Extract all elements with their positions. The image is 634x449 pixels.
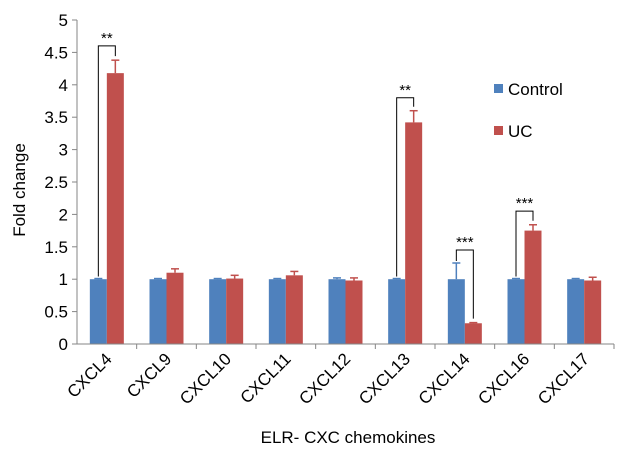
significance-group: ********** xyxy=(97,30,534,319)
bar-uc-cxcl9 xyxy=(166,272,184,344)
x-axis-title: ELR- CXC chemokines xyxy=(261,428,436,447)
legend-label-uc: UC xyxy=(508,122,533,141)
y-tick-label: 3.5 xyxy=(44,108,68,127)
y-tick-label: 2 xyxy=(59,205,68,224)
x-tick-label-cxcl16: CXCL16 xyxy=(474,349,533,408)
x-tick-label-cxcl4: CXCL4 xyxy=(63,349,115,401)
significance-bracket-cxcl13 xyxy=(396,97,415,277)
bars-group xyxy=(89,73,602,345)
bar-control-cxcl11 xyxy=(268,279,286,344)
legend-swatch-control xyxy=(494,84,503,93)
y-tick-label: 2.5 xyxy=(44,173,68,192)
bar-uc-cxcl12 xyxy=(345,280,363,344)
x-tick-label-cxcl10: CXCL10 xyxy=(176,349,235,408)
bar-control-cxcl10 xyxy=(209,279,227,344)
bar-control-cxcl16 xyxy=(507,279,525,344)
y-tick-label: 4.5 xyxy=(44,43,68,62)
x-tick-label-cxcl11: CXCL11 xyxy=(237,349,295,407)
significance-bracket-cxcl16 xyxy=(515,210,534,277)
legend: Control UC xyxy=(494,80,563,141)
bar-uc-cxcl4 xyxy=(106,73,124,345)
bar-uc-cxcl16 xyxy=(524,230,542,344)
bar-control-cxcl9 xyxy=(149,279,167,344)
significance-label-cxcl16: *** xyxy=(516,195,534,212)
y-tick-label: 1.5 xyxy=(44,238,68,257)
bar-uc-cxcl13 xyxy=(405,122,423,344)
bar-uc-cxcl10 xyxy=(226,278,244,344)
significance-bracket-cxcl14 xyxy=(455,249,474,319)
bar-control-cxcl14 xyxy=(447,279,465,344)
legend-swatch-uc xyxy=(494,126,503,135)
significance-bracket-cxcl4 xyxy=(97,45,116,277)
bar-uc-cxcl14 xyxy=(464,323,482,344)
x-tick-label-cxcl13: CXCL13 xyxy=(355,349,414,408)
significance-label-cxcl13: ** xyxy=(399,82,411,99)
bar-control-cxcl12 xyxy=(328,279,346,344)
y-tick-label: 1 xyxy=(59,270,68,289)
bar-uc-cxcl17 xyxy=(584,280,602,344)
y-tick-label: 0 xyxy=(59,335,68,354)
significance-label-cxcl14: *** xyxy=(456,234,474,251)
x-tick-label-cxcl17: CXCL17 xyxy=(534,349,593,408)
y-tick-label: 4 xyxy=(59,76,68,95)
y-ticks-group: 0 0.5 1 1.5 2 2.5 3 3.5 4 4.5 5 xyxy=(44,11,77,354)
y-tick-label: 5 xyxy=(59,11,68,30)
x-ticks-group: CXCL4 CXCL9 CXCL10 CXCL11 CXCL12 CXCL13 CXCL14… xyxy=(63,344,615,408)
error-bars-group xyxy=(94,59,597,324)
x-tick-label-cxcl14: CXCL14 xyxy=(415,349,474,408)
y-axis-title: Fold change xyxy=(10,143,29,237)
x-tick-label-cxcl9: CXCL9 xyxy=(123,349,175,401)
bar-control-cxcl17 xyxy=(567,279,585,344)
y-tick-label: 3 xyxy=(59,141,68,160)
x-tick-label-cxcl12: CXCL12 xyxy=(295,349,354,408)
bar-control-cxcl4 xyxy=(89,279,107,344)
significance-label-cxcl4: ** xyxy=(101,30,113,47)
bar-control-cxcl13 xyxy=(388,279,406,344)
y-tick-label: 0.5 xyxy=(44,303,68,322)
bar-uc-cxcl11 xyxy=(285,275,303,344)
legend-label-control: Control xyxy=(508,80,563,99)
